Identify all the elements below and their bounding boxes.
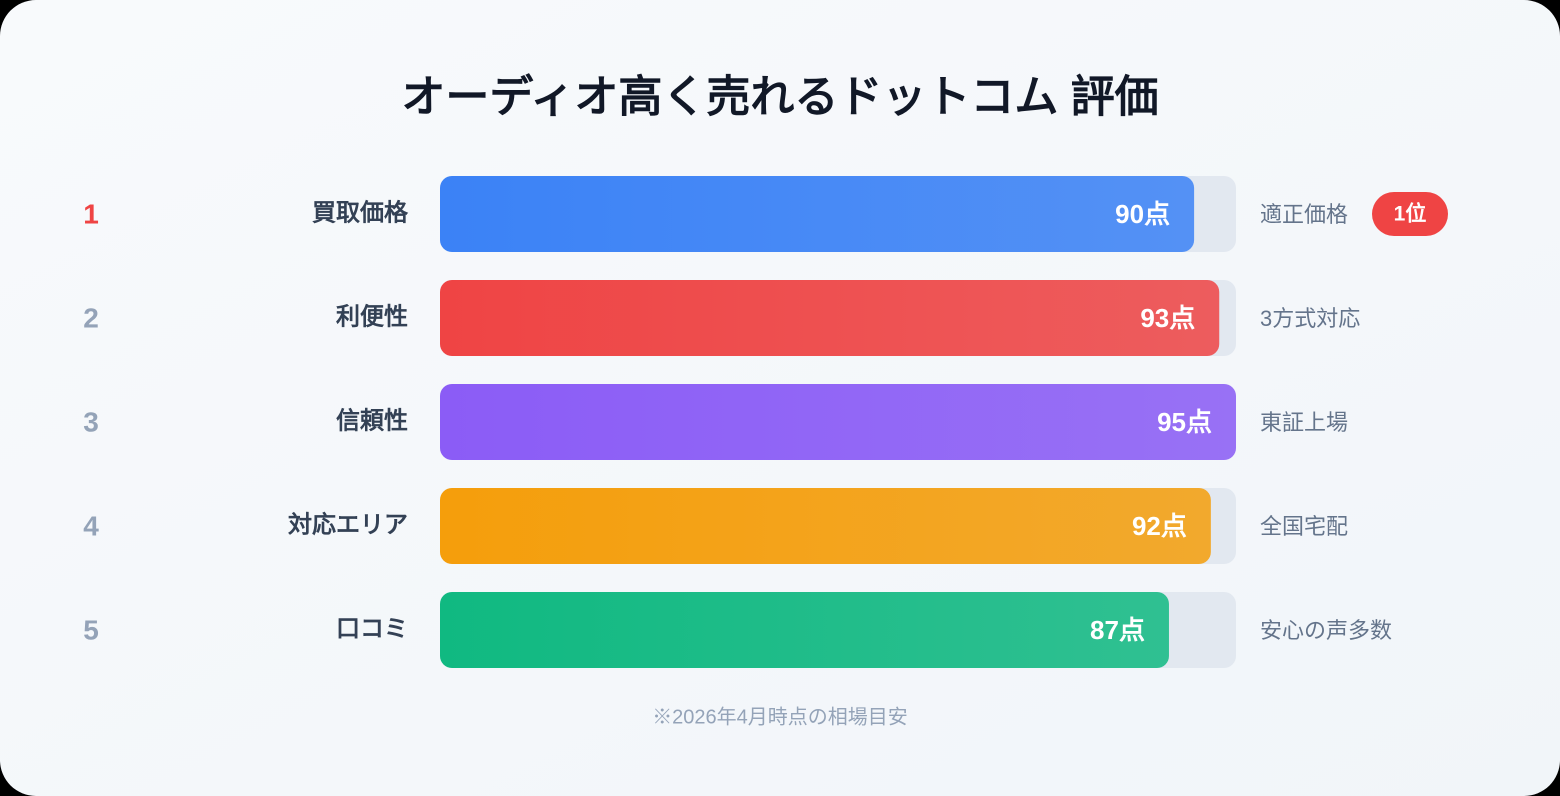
- rank: 1: [83, 198, 99, 229]
- badge: [1372, 192, 1448, 236]
- category-label: 口コミ: [336, 615, 408, 642]
- badge-label: 1位: [1394, 202, 1427, 226]
- chart-title: オーディオ高く売れるドットコム 評価: [401, 72, 1158, 122]
- note: 東証上場: [1260, 410, 1348, 435]
- bar: [440, 384, 1236, 460]
- value-label: 87点: [1090, 615, 1145, 645]
- category-label: 対応エリア: [288, 510, 408, 538]
- rank: 2: [83, 302, 99, 333]
- rank: 5: [83, 614, 99, 645]
- value-label: 92点: [1132, 511, 1187, 541]
- value-label: 93点: [1140, 303, 1195, 333]
- footnote: ※2026年4月時点の相場目安: [652, 705, 908, 728]
- note: 3方式対応: [1260, 306, 1360, 331]
- bar: [440, 176, 1195, 252]
- bar: [440, 280, 1220, 356]
- note: 全国宅配: [1260, 514, 1348, 539]
- category-label: 買取価格: [312, 199, 409, 226]
- value-label: 90点: [1115, 199, 1170, 229]
- rank: 3: [83, 406, 99, 437]
- category-label: 利便性: [336, 303, 408, 330]
- value-label: 95点: [1157, 407, 1212, 437]
- note: 適正価格: [1260, 202, 1348, 227]
- note: 安心の声多数: [1260, 618, 1392, 643]
- bar: [440, 488, 1211, 564]
- rank: 4: [83, 510, 99, 541]
- category-label: 信頼性: [336, 406, 408, 434]
- bar: [440, 592, 1169, 668]
